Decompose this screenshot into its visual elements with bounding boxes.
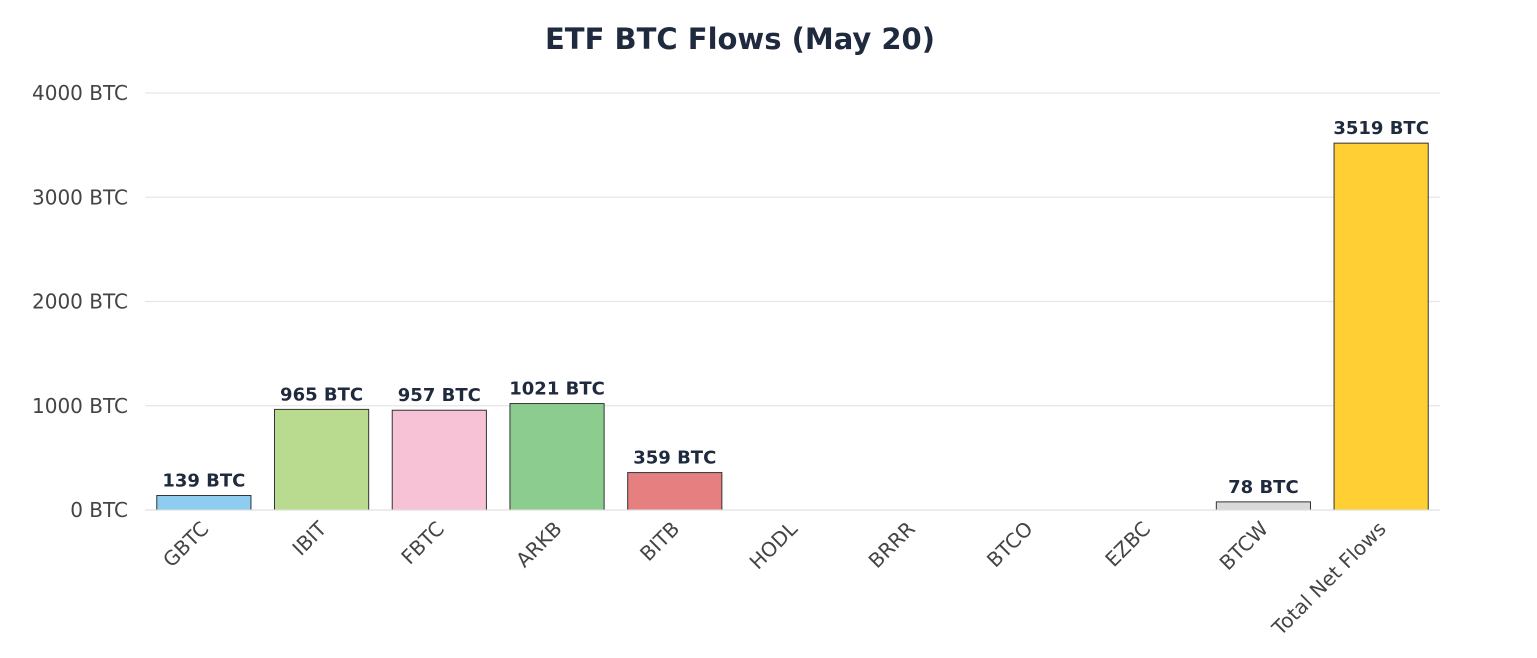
- data-label: 359 BTC: [633, 448, 716, 469]
- x-tick-label: EZBC: [1100, 517, 1155, 572]
- x-tick-label: BTCW: [1215, 516, 1273, 574]
- data-label: 139 BTC: [162, 471, 245, 492]
- y-tick-label: 4000 BTC: [32, 81, 128, 105]
- data-label: 1021 BTC: [509, 379, 605, 400]
- data-label: 3519 BTC: [1333, 118, 1429, 139]
- y-tick-label: 3000 BTC: [32, 185, 128, 209]
- x-tick-label: HODL: [745, 516, 803, 574]
- data-label: 957 BTC: [398, 385, 481, 406]
- bar-arkb: [509, 403, 605, 511]
- y-tick-label: 2000 BTC: [32, 290, 128, 314]
- data-label: 965 BTC: [280, 384, 363, 405]
- bar-fbtc: [391, 409, 487, 511]
- x-tick-label: Total Net Flows: [1266, 517, 1390, 641]
- x-tick-label: GBTC: [158, 517, 213, 572]
- x-tick-label: IBIT: [287, 516, 331, 560]
- x-tick-label: BTCO: [982, 517, 1037, 572]
- data-label: 78 BTC: [1228, 477, 1299, 498]
- bar-bitb: [627, 472, 723, 511]
- bar-btcw: [1215, 501, 1312, 511]
- x-tick-label: BRRR: [864, 517, 920, 573]
- y-tick-label: 0 BTC: [70, 498, 128, 522]
- bar-ibit: [274, 408, 370, 511]
- x-tick-label: BITB: [635, 517, 684, 566]
- x-tick-label: ARKB: [511, 517, 566, 572]
- x-tick-label: FBTC: [396, 517, 448, 569]
- bar-gbtc: [156, 495, 252, 511]
- bar-total-net-flows: [1333, 142, 1429, 511]
- y-tick-label: 1000 BTC: [32, 394, 128, 418]
- chart-title: ETF BTC Flows (May 20): [545, 22, 935, 56]
